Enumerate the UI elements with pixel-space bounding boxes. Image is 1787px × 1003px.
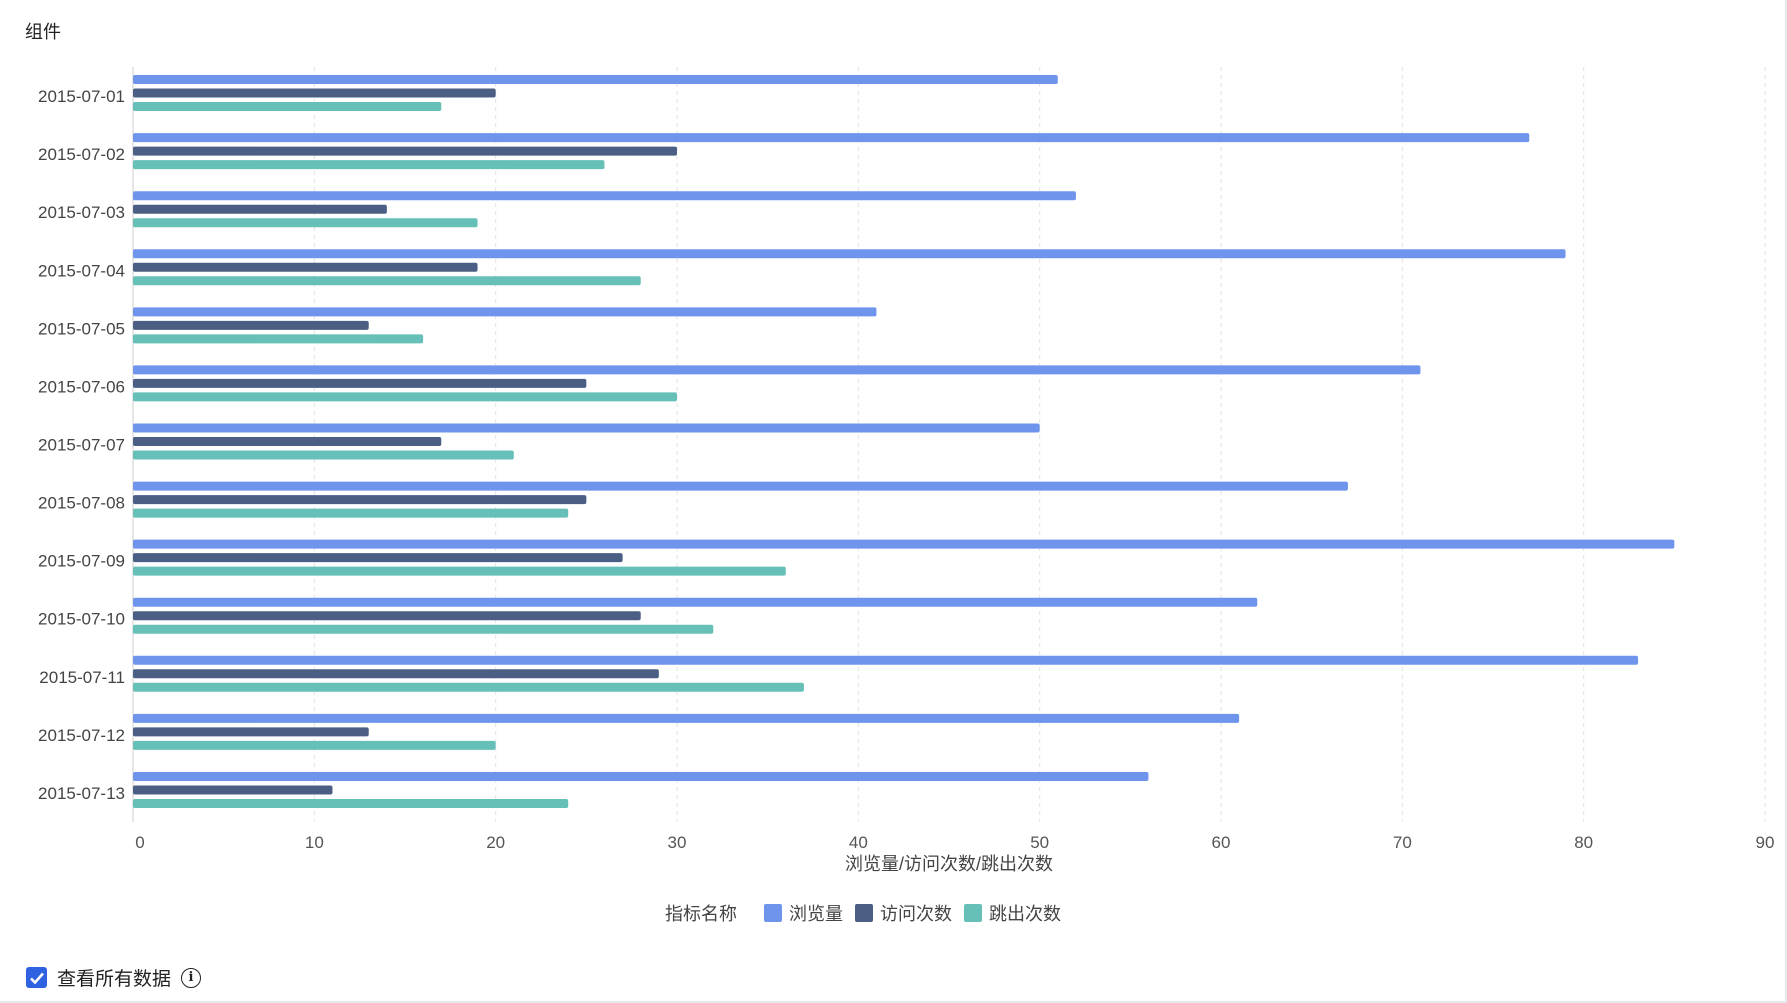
bar-3 bbox=[133, 334, 424, 344]
bar-2 bbox=[133, 204, 387, 214]
legend-label: 访问次数 bbox=[880, 904, 952, 924]
legend-label: 跳出次数 bbox=[989, 904, 1061, 924]
bar-2 bbox=[133, 320, 369, 330]
x-tick-label: 60 bbox=[1212, 833, 1231, 852]
bar-3 bbox=[133, 566, 786, 576]
bar-2 bbox=[133, 611, 641, 621]
bar-2 bbox=[133, 88, 496, 98]
y-tick-label: 2015-07-05 bbox=[38, 319, 125, 338]
y-tick-label: 2015-07-10 bbox=[38, 610, 125, 629]
info-icon[interactable]: i bbox=[181, 967, 202, 988]
x-tick-label: 10 bbox=[305, 833, 324, 852]
y-tick-label: 2015-07-06 bbox=[38, 377, 125, 396]
bar-1 bbox=[133, 771, 1149, 781]
legend-title: 指标名称 bbox=[665, 904, 737, 924]
bar-1 bbox=[133, 655, 1639, 665]
x-tick-label: 20 bbox=[486, 833, 505, 852]
x-tick-label: 70 bbox=[1393, 833, 1412, 852]
bar-1 bbox=[133, 481, 1348, 491]
y-tick-label: 2015-07-13 bbox=[38, 784, 125, 803]
bar-1 bbox=[133, 249, 1566, 259]
bar-3 bbox=[133, 276, 641, 286]
bar-3 bbox=[133, 740, 496, 750]
bar-2 bbox=[133, 669, 659, 679]
bar-2 bbox=[133, 785, 333, 795]
bar-3 bbox=[133, 102, 442, 112]
bar-1 bbox=[133, 539, 1675, 549]
bar-3 bbox=[133, 218, 478, 228]
legend-swatch bbox=[964, 904, 982, 922]
legend-swatch bbox=[764, 904, 782, 922]
view-all-data-row: 查看所有数据 i bbox=[26, 964, 202, 991]
bar-2 bbox=[133, 437, 442, 446]
y-tick-label: 2015-07-03 bbox=[38, 203, 125, 222]
bar-2 bbox=[133, 146, 677, 156]
bar-1 bbox=[133, 133, 1530, 143]
y-tick-label: 2015-07-02 bbox=[38, 145, 125, 164]
bar-1 bbox=[133, 191, 1076, 201]
x-axis-title: 浏览量/访问次数/跳出次数 bbox=[845, 854, 1053, 874]
bar-1 bbox=[133, 597, 1258, 607]
bar-3 bbox=[133, 160, 605, 170]
x-tick-label: 50 bbox=[1030, 833, 1049, 852]
x-tick-label: 40 bbox=[849, 833, 868, 852]
legend-swatch bbox=[855, 904, 873, 922]
y-tick-label: 2015-07-11 bbox=[39, 668, 125, 687]
y-tick-label: 2015-07-07 bbox=[38, 436, 125, 455]
y-tick-label: 2015-07-09 bbox=[38, 552, 125, 571]
x-tick-label: 90 bbox=[1756, 833, 1775, 852]
card-title: 组件 bbox=[25, 22, 61, 42]
bar-3 bbox=[133, 624, 714, 634]
bar-2 bbox=[133, 378, 587, 388]
bar-1 bbox=[133, 365, 1421, 375]
bar-1 bbox=[133, 307, 877, 317]
check-icon bbox=[29, 972, 44, 984]
y-tick-label: 2015-07-04 bbox=[38, 261, 125, 280]
bar-1 bbox=[133, 75, 1058, 85]
bar-3 bbox=[133, 508, 569, 518]
bar-2 bbox=[133, 727, 369, 737]
view-all-data-checkbox[interactable] bbox=[26, 967, 47, 988]
x-tick-label: 0 bbox=[135, 833, 144, 852]
bar-2 bbox=[133, 495, 587, 505]
view-all-data-label[interactable]: 查看所有数据 bbox=[57, 969, 172, 990]
bar-3 bbox=[133, 450, 514, 460]
bar-2 bbox=[133, 553, 623, 563]
y-tick-label: 2015-07-12 bbox=[38, 726, 125, 745]
bar-2 bbox=[133, 262, 478, 272]
bar-3 bbox=[133, 682, 804, 692]
y-tick-label: 2015-07-08 bbox=[38, 494, 125, 513]
bar-3 bbox=[133, 798, 569, 808]
bar-3 bbox=[133, 392, 677, 402]
bar-1 bbox=[133, 713, 1240, 723]
bar-1 bbox=[133, 423, 1040, 433]
y-tick-label: 2015-07-01 bbox=[38, 87, 125, 106]
legend-label: 浏览量 bbox=[789, 904, 843, 924]
x-tick-label: 30 bbox=[668, 833, 687, 852]
x-tick-label: 80 bbox=[1574, 833, 1593, 852]
